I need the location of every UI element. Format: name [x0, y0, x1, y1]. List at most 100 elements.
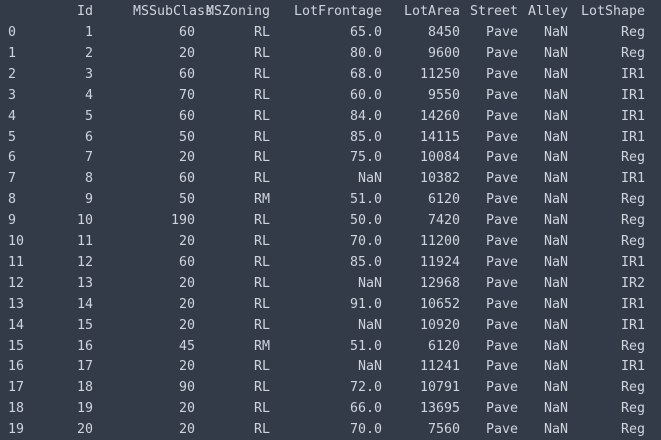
cell-street: Pave [485, 213, 518, 229]
column-header-mszoning: MSZoning [205, 4, 270, 19]
cell-alley: NaN [543, 129, 568, 145]
cell-mszoning: RL [253, 296, 270, 312]
cell-lotfrontage: 51.0 [349, 338, 382, 354]
cell-street: Pave [485, 380, 518, 396]
cell-alley: NaN [543, 45, 568, 61]
cell-lotshape: Reg [620, 25, 645, 40]
table-row: 9 10 190 RL 50.0 7420 Pave NaN Reg [0, 211, 661, 231]
cell-lotarea: 12968 [419, 275, 460, 291]
cell-mssubclass: 20 [178, 275, 195, 291]
cell-lotfrontage: 65.0 [349, 25, 382, 40]
cell-id: 12 [76, 254, 93, 270]
cell-lotfrontage: 91.0 [349, 296, 382, 312]
cell-lotarea: 11250 [419, 66, 460, 82]
cell-street: Pave [485, 317, 518, 333]
cell-lotfrontage: 70.0 [349, 422, 382, 438]
cell-street: Pave [485, 254, 518, 270]
row-index: 17 [8, 380, 25, 396]
cell-mssubclass: 20 [178, 422, 195, 438]
row-index: 19 [8, 422, 25, 438]
cell-id: 15 [76, 317, 93, 333]
row-index: 11 [8, 254, 25, 270]
cell-street: Pave [485, 296, 518, 312]
row-index: 7 [8, 171, 17, 187]
cell-mszoning: RL [253, 422, 270, 438]
cell-lotfrontage: 80.0 [349, 45, 382, 61]
cell-lotarea: 10382 [419, 171, 460, 187]
row-index: 0 [8, 25, 17, 40]
cell-lotshape: Reg [620, 45, 645, 61]
cell-mszoning: RL [253, 66, 270, 82]
cell-id: 19 [76, 401, 93, 417]
cell-mszoning: RL [253, 171, 270, 187]
cell-lotarea: 13695 [419, 401, 460, 417]
cell-lotfrontage: 85.0 [349, 254, 382, 270]
cell-lotshape: IR1 [620, 171, 645, 187]
cell-mszoning: RL [253, 25, 270, 40]
cell-mssubclass: 60 [178, 171, 195, 187]
cell-mszoning: RL [253, 234, 270, 249]
row-index: 18 [8, 401, 25, 417]
cell-street: Pave [485, 129, 518, 145]
cell-alley: NaN [543, 192, 568, 208]
cell-alley: NaN [543, 422, 568, 438]
cell-id: 2 [84, 45, 93, 61]
cell-lotshape: IR1 [620, 296, 645, 312]
table-row: 11 12 60 RL 85.0 11924 Pave NaN IR1 [0, 253, 661, 273]
column-header-lotshape: LotShape [580, 4, 645, 19]
cell-alley: NaN [543, 150, 568, 166]
table-row: 8 9 50 RM 51.0 6120 Pave NaN Reg [0, 190, 661, 210]
cell-mssubclass: 20 [178, 234, 195, 249]
cell-lotshape: IR1 [620, 66, 645, 82]
cell-mssubclass: 60 [178, 254, 195, 270]
cell-mszoning: RL [253, 317, 270, 333]
table-row: 14 15 20 RL NaN 10920 Pave NaN IR1 [0, 316, 661, 336]
cell-mssubclass: 45 [178, 338, 195, 354]
cell-lotshape: IR1 [620, 87, 645, 103]
cell-street: Pave [485, 150, 518, 166]
row-index: 1 [8, 45, 17, 61]
cell-street: Pave [485, 192, 518, 208]
row-index: 2 [8, 66, 17, 82]
row-index: 15 [8, 338, 25, 354]
row-index: 13 [8, 296, 25, 312]
cell-id: 7 [84, 150, 93, 166]
cell-mssubclass: 60 [178, 25, 195, 40]
cell-mszoning: RL [253, 45, 270, 61]
table-row: 3 4 70 RL 60.0 9550 Pave NaN IR1 [0, 86, 661, 106]
cell-mszoning: RL [253, 275, 270, 291]
cell-lotarea: 7560 [427, 422, 460, 438]
cell-lotshape: IR1 [620, 317, 645, 333]
cell-id: 13 [76, 275, 93, 291]
cell-lotarea: 9600 [427, 45, 460, 61]
cell-id: 3 [84, 66, 93, 82]
cell-lotarea: 6120 [427, 192, 460, 208]
cell-id: 17 [76, 359, 93, 375]
cell-mssubclass: 20 [178, 45, 195, 61]
cell-lotarea: 8450 [427, 25, 460, 40]
cell-mssubclass: 20 [178, 401, 195, 417]
cell-lotfrontage: 72.0 [349, 380, 382, 396]
cell-mszoning: RL [253, 380, 270, 396]
cell-id: 11 [76, 234, 93, 249]
cell-lotfrontage: 85.0 [349, 129, 382, 145]
cell-alley: NaN [543, 317, 568, 333]
cell-lotfrontage: 51.0 [349, 192, 382, 208]
cell-street: Pave [485, 87, 518, 103]
cell-alley: NaN [543, 66, 568, 82]
cell-street: Pave [485, 66, 518, 82]
cell-id: 18 [76, 380, 93, 396]
row-index: 9 [8, 213, 17, 229]
cell-mssubclass: 50 [178, 192, 195, 208]
cell-lotshape: Reg [620, 213, 645, 229]
cell-alley: NaN [543, 25, 568, 40]
cell-alley: NaN [543, 213, 568, 229]
cell-lotshape: Reg [620, 192, 645, 208]
table-row: 17 18 90 RL 72.0 10791 Pave NaN Reg [0, 378, 661, 398]
cell-lotarea: 11200 [419, 234, 460, 249]
cell-lotfrontage: 84.0 [349, 108, 382, 124]
cell-lotshape: IR2 [620, 275, 645, 291]
cell-lotshape: IR1 [620, 129, 645, 145]
cell-lotarea: 10084 [419, 150, 460, 166]
table-row: 16 17 20 RL NaN 11241 Pave NaN IR1 [0, 357, 661, 377]
